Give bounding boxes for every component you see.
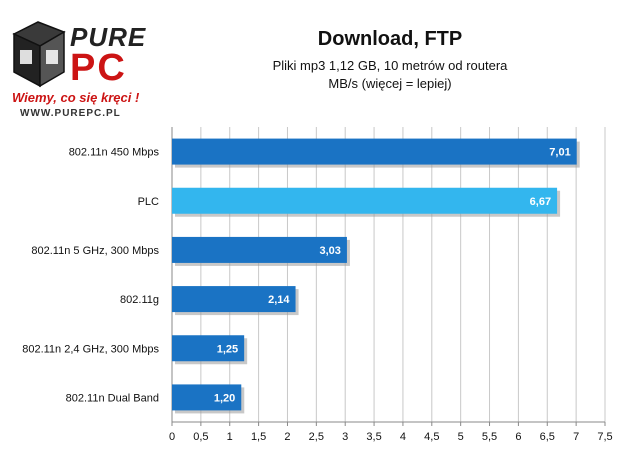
x-tick-label: 1,5 bbox=[251, 431, 266, 443]
bar-value-label: 3,03 bbox=[320, 245, 341, 257]
chart-header: Download, FTP Pliki mp3 1,12 GB, 10 metr… bbox=[200, 28, 580, 93]
bar bbox=[172, 335, 245, 362]
bar-value-label: 7,01 bbox=[549, 147, 570, 159]
x-tick-label: 5,5 bbox=[482, 431, 497, 443]
category-label: 802.11g bbox=[120, 294, 159, 306]
chart-title: Download, FTP bbox=[317, 28, 463, 50]
bar-shadow bbox=[175, 190, 561, 217]
category-labels: 802.11n 450 Mbps PLC 802.11n 5 GHz, 300 Mb… bbox=[22, 147, 159, 405]
purepc-logo: PURE PC Wiemy, co się kręci ! WWW.PUREPC… bbox=[12, 21, 146, 118]
cube-logo-icon bbox=[12, 21, 66, 88]
bar-value-label: 1,25 bbox=[217, 343, 238, 355]
bar-shadow bbox=[175, 289, 299, 316]
x-tick-label: 3,5 bbox=[366, 431, 381, 443]
x-tick-label: 6 bbox=[515, 431, 521, 443]
category-label: 802.11n 450 Mbps bbox=[69, 147, 160, 159]
logo-url: WWW.PUREPC.PL bbox=[20, 108, 121, 118]
x-tick-label: 4 bbox=[400, 431, 406, 443]
x-tick-label: 1 bbox=[227, 431, 233, 443]
bar bbox=[172, 286, 296, 313]
bar-shadow bbox=[175, 239, 350, 266]
category-label: 802.11n 2,4 GHz, 300 Mbps bbox=[22, 343, 159, 355]
x-tick-label: 7 bbox=[573, 431, 579, 443]
x-tick-label: 0,5 bbox=[193, 431, 208, 443]
bar-shadow bbox=[175, 387, 245, 414]
chart-grid bbox=[171, 127, 606, 426]
chart-subtitle-2: MB/s (więcej = lepiej) bbox=[328, 76, 452, 91]
bar-shadow bbox=[175, 141, 580, 168]
purepc-wordmark: PURE PC bbox=[70, 22, 146, 89]
bar bbox=[172, 236, 347, 263]
x-tick-label: 6,5 bbox=[540, 431, 555, 443]
x-tick-label: 2 bbox=[284, 431, 290, 443]
bar bbox=[172, 138, 577, 165]
x-tick-label: 3 bbox=[342, 431, 348, 443]
category-label: 802.11n Dual Band bbox=[66, 392, 159, 404]
category-label: 802.11n 5 GHz, 300 Mbps bbox=[31, 245, 159, 257]
x-tick-label: 7,5 bbox=[597, 431, 612, 443]
logo-slogan: Wiemy, co się kręci ! bbox=[12, 90, 140, 105]
chart-subtitle-1: Pliki mp3 1,12 GB, 10 metrów od routera bbox=[272, 58, 508, 73]
bar bbox=[172, 187, 558, 214]
bar bbox=[172, 384, 242, 411]
logo-wordmark-pc: PC bbox=[70, 47, 127, 89]
chart-bars: 7,01 6,67 3,03 2,14 1,25 1,20 bbox=[172, 138, 580, 414]
bar-value-label: 6,67 bbox=[530, 196, 551, 208]
x-tick-label: 5 bbox=[458, 431, 464, 443]
x-tick-label: 0 bbox=[169, 431, 175, 443]
bar-shadow bbox=[175, 338, 248, 365]
category-label: PLC bbox=[138, 196, 159, 208]
x-tick-label: 4,5 bbox=[424, 431, 439, 443]
x-tick-labels: 0 0,5 1 1,5 2 2,5 3 3,5 4 4,5 5 5,5 6 6,5 7 7,5 bbox=[169, 431, 613, 443]
bar-value-label: 2,14 bbox=[268, 294, 290, 306]
x-tick-label: 2,5 bbox=[309, 431, 324, 443]
logo-wordmark-pure: PURE bbox=[70, 22, 146, 52]
bar-value-label: 1,20 bbox=[214, 392, 235, 404]
